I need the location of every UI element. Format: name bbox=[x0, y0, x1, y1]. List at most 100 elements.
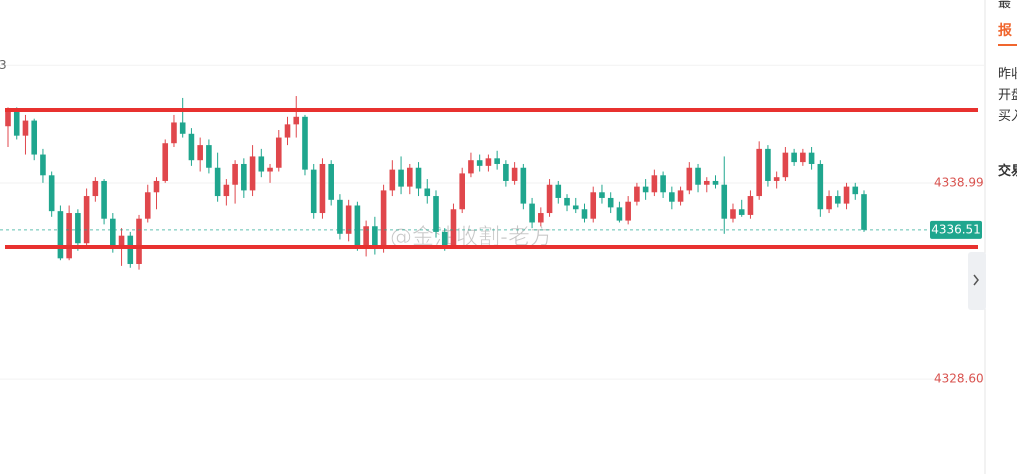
last-price-label: 4336.51 bbox=[931, 222, 981, 236]
candle-body bbox=[22, 120, 29, 136]
candle-body bbox=[695, 167, 701, 185]
candle-body bbox=[616, 207, 623, 221]
candle-body bbox=[328, 163, 334, 200]
candle-body bbox=[13, 111, 20, 136]
candle-body bbox=[345, 205, 352, 234]
candle-body bbox=[354, 205, 361, 248]
candle-body bbox=[607, 197, 614, 208]
candle-body bbox=[232, 163, 238, 185]
candle-body bbox=[468, 160, 474, 174]
candle-body bbox=[529, 203, 535, 223]
candle-body bbox=[284, 124, 291, 138]
candle-body bbox=[5, 111, 11, 127]
side-row: 买入 bbox=[998, 109, 1017, 124]
candle-body bbox=[817, 163, 824, 210]
candle-body bbox=[651, 175, 658, 193]
candle-body bbox=[555, 184, 562, 198]
side-tab[interactable]: 报 bbox=[998, 23, 1012, 39]
candle-body bbox=[206, 145, 212, 168]
candle-body bbox=[520, 167, 527, 204]
candle-body bbox=[494, 158, 500, 164]
candle-body bbox=[223, 184, 230, 197]
candle-body bbox=[267, 167, 273, 172]
tab-underline bbox=[998, 44, 1017, 46]
candle-body bbox=[92, 180, 99, 197]
side-heading: 最 bbox=[998, 0, 1012, 11]
candle-body bbox=[433, 196, 439, 232]
candle-body bbox=[275, 137, 282, 168]
candle-body bbox=[503, 163, 509, 181]
candle-body bbox=[398, 169, 404, 187]
candle-body bbox=[389, 169, 396, 191]
candle-body bbox=[188, 133, 195, 161]
candle-body bbox=[765, 148, 771, 181]
candle-body bbox=[730, 209, 736, 219]
side-row: 昨收 bbox=[998, 67, 1017, 82]
y-tick-label: 4338.99 bbox=[934, 176, 984, 190]
candle-body bbox=[703, 180, 710, 185]
candle-body bbox=[380, 190, 387, 249]
candle-body bbox=[590, 192, 597, 219]
candle-body bbox=[511, 167, 518, 181]
candle-body bbox=[171, 122, 177, 144]
side-toggle-arrow bbox=[973, 274, 979, 286]
candle-body bbox=[721, 184, 728, 219]
candle-body bbox=[756, 148, 762, 197]
candle-body bbox=[738, 209, 745, 215]
candle-body bbox=[476, 160, 483, 166]
candle-body bbox=[310, 169, 317, 214]
candle-body bbox=[372, 226, 378, 249]
candle-body bbox=[197, 145, 203, 161]
candle-body bbox=[110, 218, 116, 248]
candle-body bbox=[808, 152, 815, 164]
candle-body bbox=[660, 175, 666, 193]
candle-body bbox=[57, 211, 64, 259]
y-tick-label: 4328.60 bbox=[934, 372, 984, 386]
candle-body bbox=[441, 231, 448, 246]
candle-body bbox=[712, 180, 719, 185]
last-price-box bbox=[930, 220, 982, 239]
candle-body bbox=[861, 194, 867, 230]
candle-body bbox=[66, 213, 72, 259]
candle-body bbox=[747, 196, 754, 215]
candle-body bbox=[363, 226, 369, 248]
candle-body bbox=[677, 190, 684, 202]
candle-body bbox=[782, 152, 789, 178]
candle-body bbox=[48, 175, 55, 212]
candle-body bbox=[127, 235, 134, 264]
candle-body bbox=[258, 156, 265, 172]
candle-body bbox=[319, 163, 326, 214]
candle-body bbox=[118, 235, 125, 248]
candle-body bbox=[625, 201, 631, 221]
candle-body bbox=[337, 199, 343, 234]
candle-body bbox=[773, 177, 780, 181]
candle-body bbox=[101, 180, 107, 219]
candle-body bbox=[40, 154, 46, 176]
candle-body bbox=[634, 186, 640, 202]
candle-body bbox=[834, 196, 841, 204]
candle-body bbox=[669, 192, 675, 202]
candle-body bbox=[572, 205, 579, 210]
candle-body bbox=[162, 143, 169, 181]
candle-body bbox=[581, 209, 588, 219]
candle-body bbox=[249, 156, 256, 191]
candle-body bbox=[642, 186, 649, 193]
side-row: 开盘 bbox=[998, 88, 1017, 103]
candle-body bbox=[538, 213, 544, 223]
candle-body bbox=[450, 209, 457, 246]
candle-body bbox=[179, 122, 186, 134]
candle-body bbox=[83, 196, 90, 244]
candle-body bbox=[791, 152, 797, 163]
candle-body bbox=[293, 116, 300, 125]
side-panel: 最 报 昨收 开盘 买入 交易 bbox=[986, 0, 1017, 474]
side-section: 交易 bbox=[998, 164, 1017, 179]
candle-body bbox=[75, 213, 81, 244]
candle-body bbox=[136, 218, 142, 264]
candle-body bbox=[485, 158, 492, 166]
candle-body bbox=[302, 116, 308, 170]
candle-body bbox=[144, 192, 151, 219]
candle-body bbox=[31, 120, 38, 155]
candle-body bbox=[843, 186, 850, 204]
candle-body bbox=[406, 167, 413, 187]
